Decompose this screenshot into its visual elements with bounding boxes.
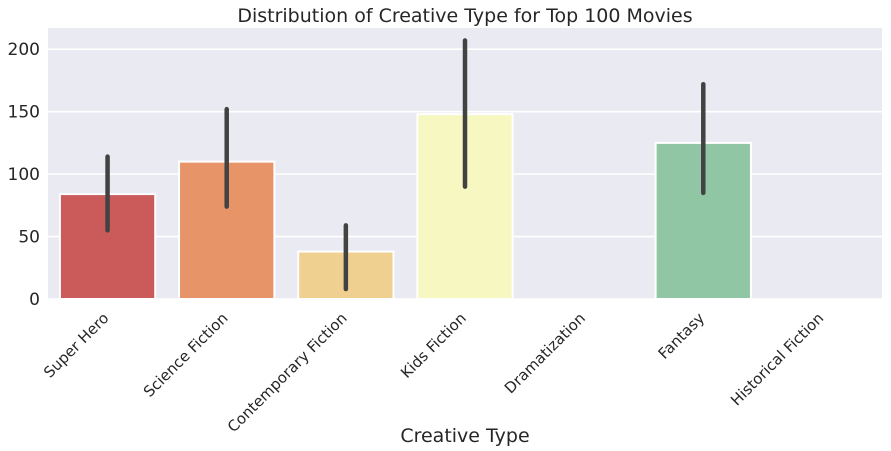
y-tick-label: 150: [8, 103, 40, 123]
x-tick-label: Contemporary Fiction: [224, 309, 351, 436]
y-tick-label: 100: [8, 165, 40, 185]
y-tick-label: 50: [18, 228, 40, 248]
x-tick-label: Science Fiction: [140, 309, 232, 401]
error-bars: [105, 38, 706, 292]
x-tick-label: Dramatization: [501, 309, 589, 397]
x-tick-label: Historical Fiction: [727, 309, 827, 409]
x-tick-label: Kids Fiction: [397, 309, 470, 382]
x-tick-label: Super Hero: [40, 309, 112, 381]
chart-title: Distribution of Creative Type for Top 10…: [237, 5, 692, 27]
y-tick-label: 200: [8, 40, 40, 60]
bar: [416, 113, 514, 301]
x-tick-label: Fantasy: [655, 309, 709, 363]
y-tick-labels: 0 50 100 150 200: [8, 40, 40, 310]
x-axis-label: Creative Type: [400, 425, 529, 447]
y-tick-label: 0: [29, 290, 40, 310]
